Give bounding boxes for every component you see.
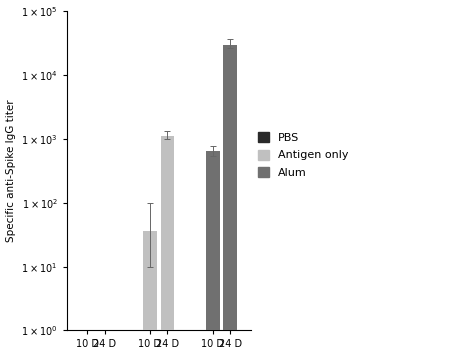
Bar <box>143 231 157 331</box>
Bar <box>223 45 237 331</box>
Y-axis label: Specific anti-Spike IgG titer: Specific anti-Spike IgG titer <box>5 100 15 242</box>
Bar <box>160 136 174 331</box>
Legend: PBS, Antigen only, Alum: PBS, Antigen only, Alum <box>258 132 348 178</box>
Bar <box>206 151 219 331</box>
